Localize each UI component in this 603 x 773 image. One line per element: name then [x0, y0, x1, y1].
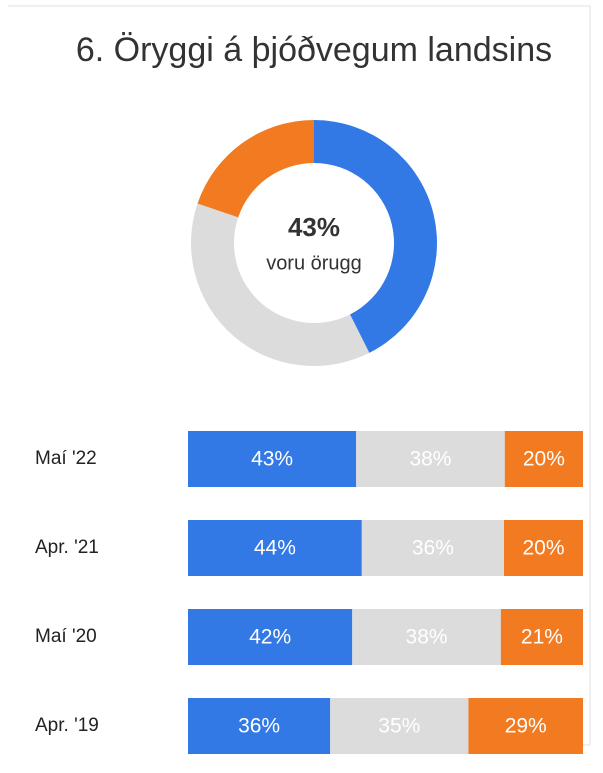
- bar-value-label: 38%: [409, 448, 451, 471]
- bar-segment: [188, 520, 362, 576]
- bar-value-label: 36%: [238, 715, 280, 738]
- bar-segment: [504, 431, 583, 487]
- bar-value-label: 35%: [378, 715, 420, 738]
- bar-segment: [330, 698, 469, 754]
- donut-slice: [190, 203, 370, 366]
- donut: [190, 120, 437, 366]
- donut-slice: [197, 120, 314, 218]
- bar-value-label: 42%: [249, 626, 291, 649]
- bar-segment: [352, 609, 501, 665]
- donut-slice: [314, 120, 437, 353]
- bar-segment: [468, 698, 583, 754]
- chart-title: 6. Öryggi á þjóðvegum landsins: [76, 31, 552, 69]
- bar-value-label: 20%: [522, 537, 564, 560]
- bar-value-label: 44%: [254, 537, 296, 560]
- bar-segment: [188, 431, 357, 487]
- center-text: voru örugg: [266, 252, 362, 274]
- bar-value-label: 21%: [521, 626, 563, 649]
- bar-segment: [188, 609, 353, 665]
- bar-segment: [188, 698, 331, 754]
- bar-value-label: 29%: [505, 715, 547, 738]
- category-label: Maí '20: [35, 626, 97, 647]
- category-label: Apr. '19: [35, 715, 99, 736]
- bar-value-label: 43%: [251, 448, 293, 471]
- category-label: Maí '22: [35, 448, 97, 469]
- center-value: 43%: [288, 212, 340, 242]
- bar-segment: [361, 520, 504, 576]
- bar-segment: [356, 431, 505, 487]
- category-label: Apr. '21: [35, 537, 99, 558]
- bar-value-label: 38%: [406, 626, 448, 649]
- bar-value-label: 20%: [523, 448, 565, 471]
- bars: Maí '22 43% 38% 20% Apr. '21 44% 36% 20% Maí '20…: [35, 431, 583, 754]
- bar-segment: [500, 609, 583, 665]
- bar-segment: [504, 520, 583, 576]
- bar-value-label: 36%: [412, 537, 454, 560]
